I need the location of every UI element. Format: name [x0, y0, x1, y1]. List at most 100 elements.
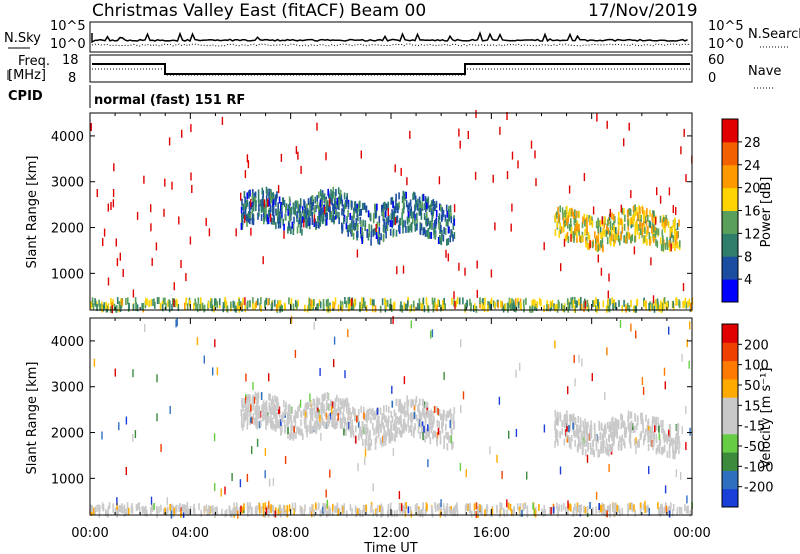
echo-cell [416, 203, 419, 211]
echo-cell [658, 304, 661, 312]
echo-cell [436, 304, 438, 312]
echo-cell [232, 507, 234, 515]
echo-cell [277, 407, 280, 415]
echo-cell [602, 300, 605, 308]
echo-cell [112, 189, 115, 197]
echo-cell [335, 189, 337, 196]
echo-cell [341, 208, 343, 216]
echo-cell [417, 426, 420, 434]
echo-cell [421, 201, 424, 209]
echo-cell [408, 215, 411, 223]
echo-cell [466, 300, 468, 308]
echo-cell [602, 428, 605, 436]
echo-cell [519, 298, 522, 306]
echo-cell [488, 301, 490, 309]
echo-cell [373, 212, 375, 220]
echo-cell [250, 416, 252, 424]
echo-cell [540, 299, 542, 307]
echo-cell [430, 418, 433, 425]
echo-cell [685, 405, 687, 414]
echo-cell [409, 506, 412, 514]
echo-cell [583, 440, 586, 448]
echo-cell [689, 510, 692, 517]
echo-cell [244, 215, 246, 223]
echo-cell [572, 413, 575, 421]
echo-cell [344, 417, 346, 425]
echo-cell [286, 419, 288, 427]
echo-cell [90, 509, 93, 516]
echo-cell [445, 249, 447, 258]
echo-cell [351, 428, 353, 436]
x-tick-label: 00:00 [71, 526, 108, 541]
echo-cell [128, 302, 130, 310]
echo-cell [674, 244, 676, 252]
echo-cell [634, 235, 636, 243]
echo-cell [627, 219, 629, 227]
echo-cell [416, 507, 418, 514]
echo-cell [244, 170, 247, 179]
echo-cell [410, 398, 412, 406]
echo-cell [302, 433, 304, 441]
echo-cell [430, 426, 433, 434]
echo-cell [384, 210, 387, 218]
echo-cell [445, 219, 448, 227]
echo-cell [430, 330, 432, 339]
colorbar-frame [721, 323, 739, 508]
colorbar-tick-label: 50 [744, 379, 761, 394]
echo-cell [264, 502, 267, 510]
echo-cell [246, 422, 249, 430]
x-tick-label: 16:00 [473, 526, 510, 541]
nsky-tick-bottom: 10^0 [50, 37, 86, 52]
echo-cell [296, 426, 298, 434]
echo-cell [490, 269, 493, 278]
echo-cell [321, 202, 323, 209]
echo-cell [496, 506, 498, 514]
echo-cell [372, 216, 375, 224]
echo-cell [252, 412, 255, 420]
echo-cell [372, 413, 375, 420]
echo-cell [642, 386, 645, 395]
echo-cell [425, 409, 428, 416]
echo-cell [558, 230, 560, 238]
echo-cell [573, 218, 576, 226]
echo-cell [633, 214, 635, 222]
echo-cell [478, 503, 480, 511]
y-tick-label: 1000 [51, 472, 84, 487]
echo-cell [423, 305, 426, 313]
echo-cell [515, 428, 518, 437]
echo-cell [599, 240, 602, 248]
echo-cell [243, 401, 246, 409]
echo-cell [663, 297, 666, 304]
echo-cell [279, 305, 281, 313]
echo-cell [685, 442, 687, 451]
echo-cell [593, 433, 596, 441]
echo-cell [240, 409, 243, 417]
echo-cell [590, 447, 592, 455]
echo-cell [252, 204, 255, 212]
echo-cell [241, 198, 243, 206]
echo-cell [273, 423, 276, 431]
echo-cell [606, 223, 608, 231]
echo-cell [484, 509, 486, 517]
echo-cell [679, 240, 681, 248]
echo-cell [645, 219, 648, 227]
echo-cell [452, 441, 454, 449]
echo-cell [590, 431, 593, 439]
echo-cell [239, 479, 242, 488]
echo-cell [388, 406, 390, 414]
echo-cell [439, 430, 442, 438]
echo-cell [271, 395, 274, 403]
echo-cell [334, 398, 337, 406]
echo-cell [395, 199, 397, 207]
echo-cell [439, 437, 442, 445]
echo-cell [402, 426, 405, 434]
echo-cell [616, 418, 618, 426]
echo-cell [392, 228, 395, 236]
echo-cell [302, 209, 305, 217]
echo-cell [543, 505, 546, 513]
echo-cell [383, 218, 386, 226]
echo-cell [576, 231, 578, 238]
echo-cell [332, 417, 334, 425]
echo-cell [618, 211, 620, 219]
echo-cell [322, 299, 325, 306]
